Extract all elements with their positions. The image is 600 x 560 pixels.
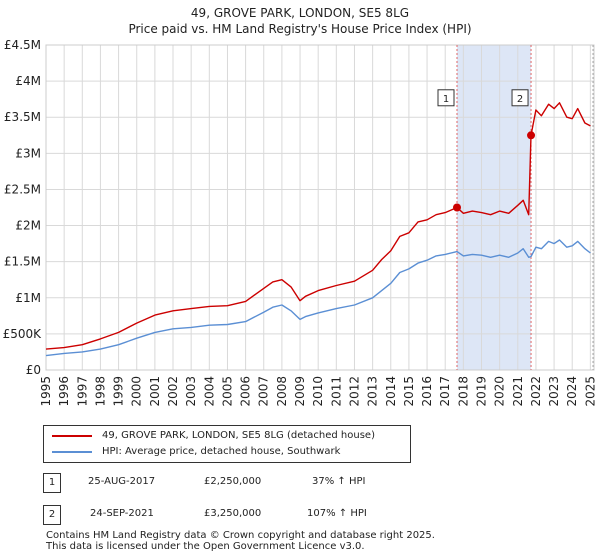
- sale-hpi-change: 37% ↑ HPI: [312, 476, 366, 487]
- footer-line-1: Contains HM Land Registry data © Crown c…: [46, 530, 435, 541]
- x-tick-label: 2009: [293, 376, 307, 407]
- x-tick-label: 2025: [583, 376, 597, 407]
- legend-label-hpi: HPI: Average price, detached house, Sout…: [102, 446, 341, 457]
- sale-label-box: [511, 89, 529, 107]
- chart-subtitle: Price paid vs. HM Land Registry's House …: [128, 22, 472, 36]
- x-tick-label: 2013: [366, 376, 380, 407]
- sale-date: 25-AUG-2017: [88, 476, 156, 487]
- sale-label-box: [437, 89, 455, 107]
- x-tick-label: 2008: [275, 376, 289, 407]
- sale-date: 24-SEP-2021: [90, 508, 154, 519]
- sale-point: [453, 203, 461, 212]
- legend-swatch-property: [52, 435, 92, 437]
- sale-label-text: 1: [443, 94, 449, 105]
- footer-line-2: This data is licensed under the Open Gov…: [46, 541, 365, 552]
- footer-attribution: Contains HM Land Registry data © Crown c…: [46, 530, 435, 552]
- y-tick-label: £2.5M: [4, 182, 41, 196]
- sale-label-text: 2: [517, 94, 523, 105]
- x-tick-label: 2003: [184, 376, 198, 407]
- x-tick-label: 2004: [202, 376, 216, 407]
- x-tick-label: 2019: [474, 376, 488, 407]
- y-tick-label: £0: [26, 363, 41, 377]
- y-tick-label: £3M: [15, 146, 41, 160]
- x-tick-label: 2024: [565, 376, 579, 407]
- x-tick-label: 2017: [438, 376, 452, 407]
- sale-number-badge: 2: [43, 505, 61, 525]
- x-tick-label: 2006: [239, 376, 253, 407]
- x-tick-label: 2002: [166, 376, 180, 407]
- sale-point: [527, 131, 536, 140]
- y-tick-label: £500K: [3, 327, 43, 341]
- y-tick-label: £4M: [15, 74, 41, 88]
- x-tick-label: 2015: [402, 376, 416, 407]
- x-tick-label: 2012: [347, 376, 361, 407]
- x-tick-label: 2005: [220, 376, 234, 407]
- y-tick-label: £4.5M: [4, 38, 41, 52]
- price-chart: £0 £500K £1M £1.5M £2M £2.5M £3M £3.5M £4M £4.5M 1…: [3, 38, 598, 407]
- x-tick-label: 1995: [39, 376, 53, 407]
- x-tick-label: 2007: [257, 376, 271, 407]
- x-tick-label: 2010: [311, 376, 325, 407]
- x-tick-label: 2018: [456, 376, 470, 407]
- plot-frame: [45, 44, 595, 371]
- x-tick-label: 1998: [93, 376, 107, 407]
- y-tick-label: £1.5M: [4, 255, 41, 269]
- legend-label-property: 49, GROVE PARK, LONDON, SE5 8LG (detache…: [102, 430, 375, 441]
- sale-hpi-change: 107% ↑ HPI: [307, 508, 367, 519]
- x-tick-label: 2016: [420, 376, 434, 407]
- sale-number-badge: 1: [43, 473, 61, 493]
- x-tick-label: 2022: [529, 376, 543, 407]
- property-price-line: [45, 102, 591, 350]
- hpi-line: [45, 239, 591, 357]
- legend-swatch-hpi: [52, 451, 92, 453]
- x-tick-label: 2020: [493, 376, 507, 407]
- x-tick-label: 1999: [112, 376, 126, 407]
- x-tick-label: 2011: [329, 376, 343, 407]
- sale-price: £2,250,000: [204, 476, 262, 487]
- x-tick-label: 1996: [57, 376, 71, 407]
- legend: 49, GROVE PARK, LONDON, SE5 8LG (detache…: [43, 425, 411, 463]
- x-tick-label: 1997: [75, 376, 89, 407]
- x-tick-label: 2001: [148, 376, 162, 407]
- chart-title: 49, GROVE PARK, LONDON, SE5 8LG: [190, 6, 410, 20]
- y-tick-label: £1M: [15, 291, 41, 305]
- y-tick-label: £3.5M: [4, 110, 41, 124]
- x-tick-label: 2023: [547, 376, 561, 407]
- x-tick-label: 2014: [384, 376, 398, 407]
- x-tick-label: 2000: [130, 376, 144, 407]
- y-tick-label: £2M: [15, 219, 41, 233]
- x-tick-label: 2021: [511, 376, 525, 407]
- sale-price: £3,250,000: [204, 508, 262, 519]
